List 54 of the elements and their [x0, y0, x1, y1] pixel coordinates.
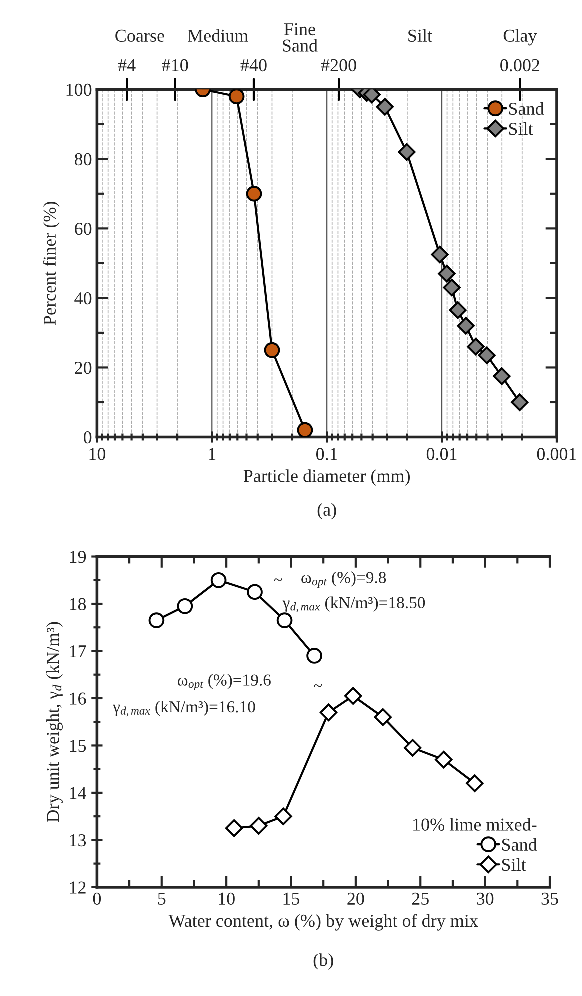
text: Medium	[188, 29, 248, 42]
y-tick-label: 19	[70, 551, 86, 564]
y-tick-label: 15	[70, 740, 86, 752]
y-tick-label: 20	[75, 362, 92, 374]
y-tick-label: 40	[74, 292, 92, 305]
x-axis-title: Water content, ω (%) by weight of dry mix	[168, 914, 478, 931]
x-tick-label: 0.001	[537, 448, 576, 460]
text: #200	[321, 59, 356, 72]
legend-label: Silt	[509, 122, 534, 136]
text: Clay	[504, 29, 538, 46]
x-tick-label: 25	[412, 892, 429, 906]
x-axis-title: Particle diameter (mm)	[244, 470, 410, 486]
y-tick-label: 0	[84, 432, 92, 444]
annotation: ω$_{opt}$ (%)=9.8	[302, 572, 386, 588]
y-tick-label: 14	[70, 787, 86, 800]
text: #4	[118, 60, 136, 72]
x-tick-label: 30	[477, 892, 494, 906]
legend-title: 10% lime mixed-	[414, 818, 537, 831]
x-tick-label: 10	[90, 448, 106, 460]
y-tick-label: 100	[66, 84, 92, 96]
legend-label: Silt	[502, 858, 526, 872]
text: 0.002	[500, 59, 540, 72]
x-tick-label: 0	[93, 892, 102, 906]
x-tick-label: 35	[542, 892, 558, 906]
x-tick-label: 0.01	[426, 448, 457, 460]
y-tick-label: 80	[74, 153, 92, 166]
annotation: ~	[274, 578, 282, 582]
y-tick-label: 60	[75, 222, 92, 236]
x-tick-label: 5	[158, 893, 166, 906]
annotation: γ$_{d,max}$ (kN/m³)=18.50	[282, 596, 426, 612]
annotation: γ$_{d,max}$ (kN/m³)=16.10	[113, 700, 256, 717]
text: Fine Sand	[283, 23, 318, 52]
y-tick-label: 17	[70, 646, 86, 658]
text: Coarse	[116, 30, 164, 42]
y-axis-title: Dry unit weight, γ$_{d}$ (kN/m³)	[46, 622, 63, 822]
x-tick-label: 20	[348, 892, 364, 906]
y-tick-label: 13	[70, 834, 86, 847]
x-tick-label: 10	[219, 892, 235, 906]
text: Silt	[408, 29, 432, 42]
text: (b)	[314, 954, 334, 970]
y-axis-title: Percent finer (%)	[43, 202, 60, 326]
legend-label: Sand	[502, 838, 538, 852]
text: #10	[162, 59, 188, 72]
legend-label: Sand	[509, 102, 544, 116]
text: (a)	[318, 503, 336, 520]
text: #40	[240, 59, 267, 72]
y-tick-label: 18	[70, 598, 86, 610]
annotation: ~	[314, 684, 322, 688]
y-tick-label: 12	[70, 882, 86, 894]
annotation: ω$_{opt}$ (%)=19.6	[178, 674, 271, 691]
x-tick-label: 15	[284, 892, 300, 906]
x-tick-label: 0.1	[316, 448, 338, 460]
x-tick-label: 1	[209, 448, 216, 460]
y-tick-label: 16	[70, 692, 86, 705]
